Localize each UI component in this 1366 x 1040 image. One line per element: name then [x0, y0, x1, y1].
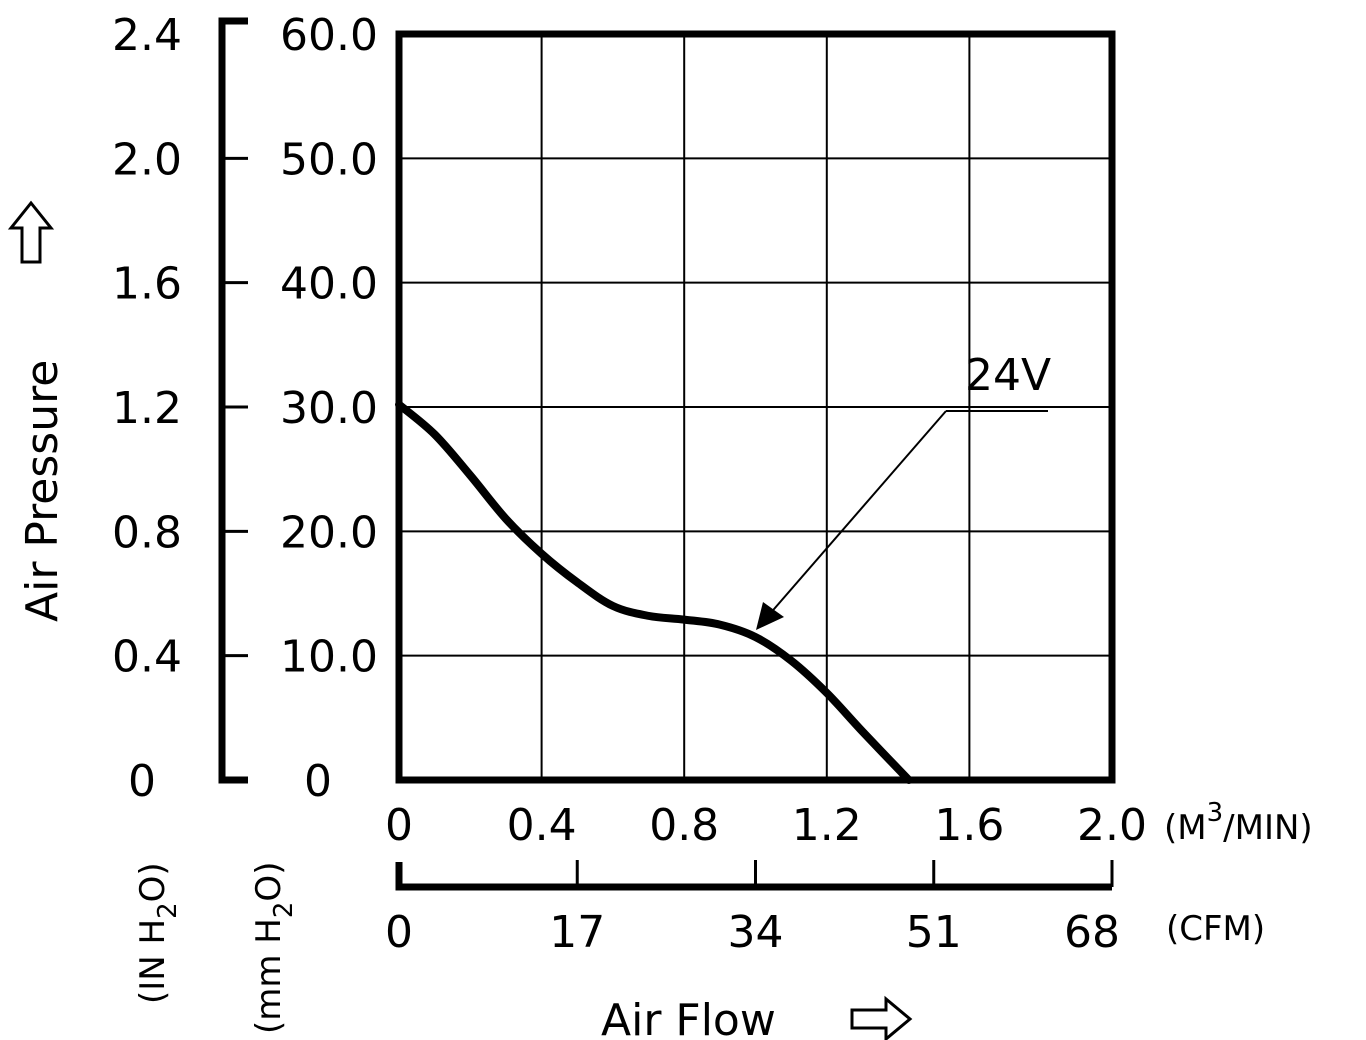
m3-tick-label: 0.4 — [507, 800, 577, 851]
mm-tick-label: 30.0 — [280, 383, 378, 434]
inch-tick-label: 2.0 — [112, 134, 182, 185]
cfm-axis-tick-labels: 0 17 34 51 68 — [385, 907, 1120, 958]
cfm-tick-label: 17 — [549, 907, 605, 958]
m3-tick-label: 1.6 — [934, 800, 1004, 851]
inch-tick-label: 0.8 — [112, 507, 182, 558]
inch-axis-tick-labels: 0 0.4 0.8 1.2 1.6 2.0 2.4 — [112, 10, 182, 807]
series-label-24v: 24V — [965, 350, 1051, 401]
mm-tick-label: 20.0 — [280, 507, 378, 558]
mm-tick-label: 60.0 — [280, 10, 378, 61]
cfm-tick-label: 0 — [385, 907, 413, 958]
y-axis-arrow-icon — [7, 200, 55, 264]
series-line-24v — [395, 400, 913, 784]
m3-tick-label: 0 — [385, 800, 413, 851]
m3-tick-label: 0.8 — [649, 800, 719, 851]
series-annotation-24v: 24V — [756, 350, 1051, 630]
m3-tick-label: 1.2 — [792, 800, 862, 851]
m3-axis-tick-labels: 0 0.4 0.8 1.2 1.6 2.0 — [385, 800, 1147, 851]
mm-tick-label: 40.0 — [280, 259, 378, 310]
inch-axis-bracket — [218, 17, 248, 784]
x-axis-title: Air Flow — [601, 995, 776, 1040]
m3-tick-label: 2.0 — [1077, 800, 1147, 851]
x-axis-arrow-icon — [850, 995, 913, 1040]
inch-tick-label: 1.2 — [112, 383, 182, 434]
inch-axis-ticks — [222, 156, 248, 658]
y-axis-title: Air Pressure — [17, 360, 68, 622]
cfm-axis-ticks — [575, 860, 1114, 887]
mm-tick-label: 0 — [304, 756, 332, 807]
cfm-tick-label: 34 — [728, 907, 784, 958]
mm-tick-label: 10.0 — [280, 632, 378, 683]
inch-tick-label: 0.4 — [112, 632, 182, 683]
mm-tick-label: 50.0 — [280, 134, 378, 185]
inch-tick-label: 2.4 — [112, 10, 182, 61]
inch-tick-label: 1.6 — [112, 259, 182, 310]
mm-axis-tick-labels: 0 10.0 20.0 30.0 40.0 50.0 60.0 — [280, 10, 378, 807]
grid-lines — [399, 34, 1112, 780]
m3-unit-label: (M3/MIN) — [1164, 798, 1313, 848]
cfm-axis-line — [395, 862, 1112, 891]
inch-tick-label: 0 — [128, 756, 156, 807]
inch-unit-label: (IN H2O) — [133, 862, 183, 1004]
cfm-unit-label: (CFM) — [1166, 909, 1265, 949]
cfm-tick-label: 51 — [906, 907, 962, 958]
mm-unit-label: (mm H2O) — [249, 862, 299, 1034]
cfm-tick-label: 68 — [1064, 907, 1120, 958]
